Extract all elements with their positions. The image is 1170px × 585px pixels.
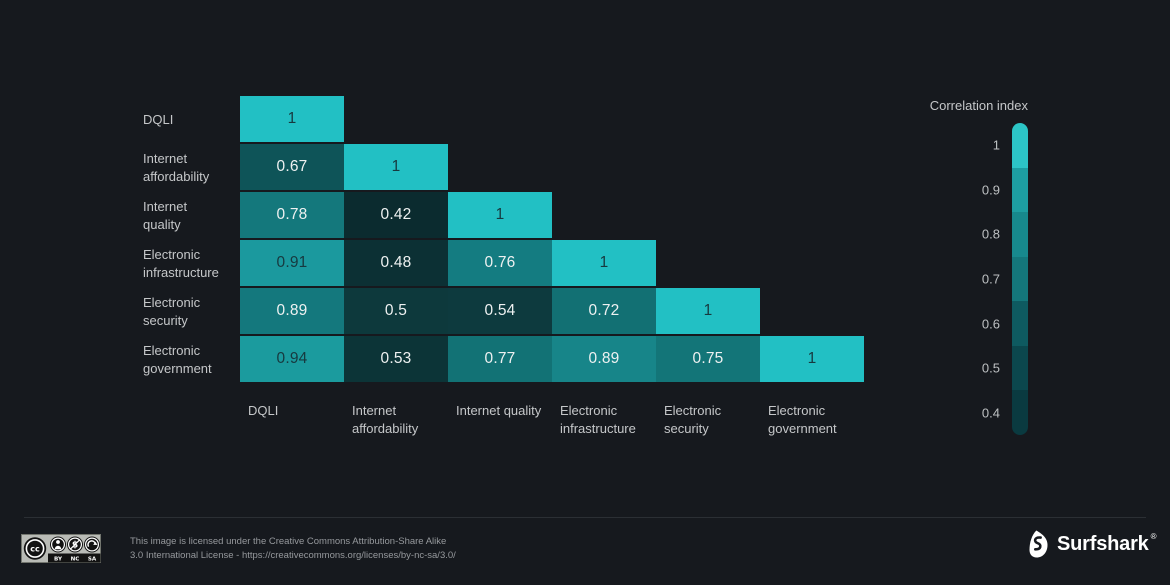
heatmap-cell: 0.48 <box>344 240 448 286</box>
heatmap-cell: 1 <box>760 336 864 382</box>
x-axis-labels: DQLI Internet affordability Internet quali… <box>240 402 864 438</box>
heatmap-cell: 0.67 <box>240 144 344 190</box>
license-line-2: 3.0 International License - https://crea… <box>130 550 456 561</box>
heatmap-cell: 1 <box>656 288 760 334</box>
surfshark-logo: Surfshark ® <box>1029 529 1156 559</box>
heatmap-cell: 0.77 <box>448 336 552 382</box>
legend-color-segment <box>1012 345 1028 391</box>
legend-color-segment <box>1012 390 1028 435</box>
x-axis-label: Electronic infrastructure <box>560 403 636 436</box>
heatmap-cell: 0.91 <box>240 240 344 286</box>
x-axis-label: Electronic government <box>768 403 837 436</box>
license-line-1: This image is licensed under the Creativ… <box>130 536 447 547</box>
heatmap-row: Electronic government 0.94 0.53 0.77 0.89 0.7… <box>143 336 864 384</box>
x-axis-label: Electronic security <box>664 403 722 436</box>
legend-color-segment <box>1012 167 1028 213</box>
legend-tick: 0.5 <box>981 360 1000 376</box>
y-axis-label: Electronic government <box>143 343 212 376</box>
cc-by-nc-sa-icon: cc $ BY NC SA <box>21 534 101 563</box>
heatmap-row: Electronic infrastructure 0.91 0.48 0.76 1 <box>143 240 864 288</box>
heatmap-row: Internet quality 0.78 0.42 1 <box>143 192 864 240</box>
legend-tick: 0.9 <box>981 182 1000 198</box>
heatmap-cell: 0.89 <box>240 288 344 334</box>
y-axis-label: Electronic security <box>143 295 201 328</box>
heatmap-cell: 0.53 <box>344 336 448 382</box>
license-text: This image is licensed under the Creativ… <box>130 535 456 563</box>
y-axis-label: Internet quality <box>143 199 188 232</box>
legend-color-segment <box>1012 212 1028 257</box>
heatmap-cell: 0.5 <box>344 288 448 334</box>
legend-title: Correlation index <box>929 98 1028 113</box>
legend-color-segment <box>1012 123 1028 168</box>
heatmap-row: DQLI 1 <box>143 96 864 144</box>
legend-color-segment <box>1012 301 1028 346</box>
heatmap-cell: 0.89 <box>552 336 656 382</box>
x-axis-label: Internet quality <box>456 403 542 418</box>
legend-tick: 1 <box>992 137 1000 153</box>
y-axis-label: Electronic infrastructure <box>143 247 219 280</box>
heatmap-row: Electronic security 0.89 0.5 0.54 0.72 1 <box>143 288 864 336</box>
heatmap-row: Internet affordability 0.67 1 <box>143 144 864 192</box>
heatmap-cell: 1 <box>344 144 448 190</box>
legend-tick: 0.4 <box>981 405 1000 421</box>
heatmap-cell: 0.94 <box>240 336 344 382</box>
x-axis-label: Internet affordability <box>352 403 419 436</box>
legend-tick: 0.6 <box>981 316 1000 332</box>
heatmap-cell: 0.76 <box>448 240 552 286</box>
brand-name: Surfshark <box>1057 532 1149 555</box>
heatmap-cell: 0.54 <box>448 288 552 334</box>
heatmap-cell: 1 <box>240 96 344 142</box>
y-axis-label: Internet affordability <box>143 151 210 184</box>
svg-text:NC: NC <box>71 557 80 563</box>
legend-colorbar <box>1012 123 1028 435</box>
svg-text:SA: SA <box>88 557 97 563</box>
svg-text:$: $ <box>72 541 78 551</box>
heatmap-cell: 0.75 <box>656 336 760 382</box>
heatmap-cell: 0.42 <box>344 192 448 238</box>
svg-text:cc: cc <box>30 544 40 553</box>
surfshark-fin-icon <box>1029 530 1048 558</box>
heatmap-cell: 1 <box>448 192 552 238</box>
registered-mark: ® <box>1150 532 1157 541</box>
legend-color-segment <box>1012 256 1028 302</box>
heatmap-cell: 0.72 <box>552 288 656 334</box>
x-axis-label: DQLI <box>248 403 279 418</box>
legend-tick: 0.8 <box>981 226 1000 242</box>
heatmap-cell: 1 <box>552 240 656 286</box>
cc-license-badge: cc $ BY NC SA <box>21 534 101 563</box>
heatmap-matrix: DQLI 1 Internet affordability 0.67 1 Internet… <box>143 96 864 384</box>
heatmap-cell: 0.78 <box>240 192 344 238</box>
svg-text:BY: BY <box>54 557 63 563</box>
footer-divider <box>24 517 1146 518</box>
y-axis-label: DQLI <box>143 112 174 127</box>
legend-tick: 0.7 <box>981 271 1000 287</box>
